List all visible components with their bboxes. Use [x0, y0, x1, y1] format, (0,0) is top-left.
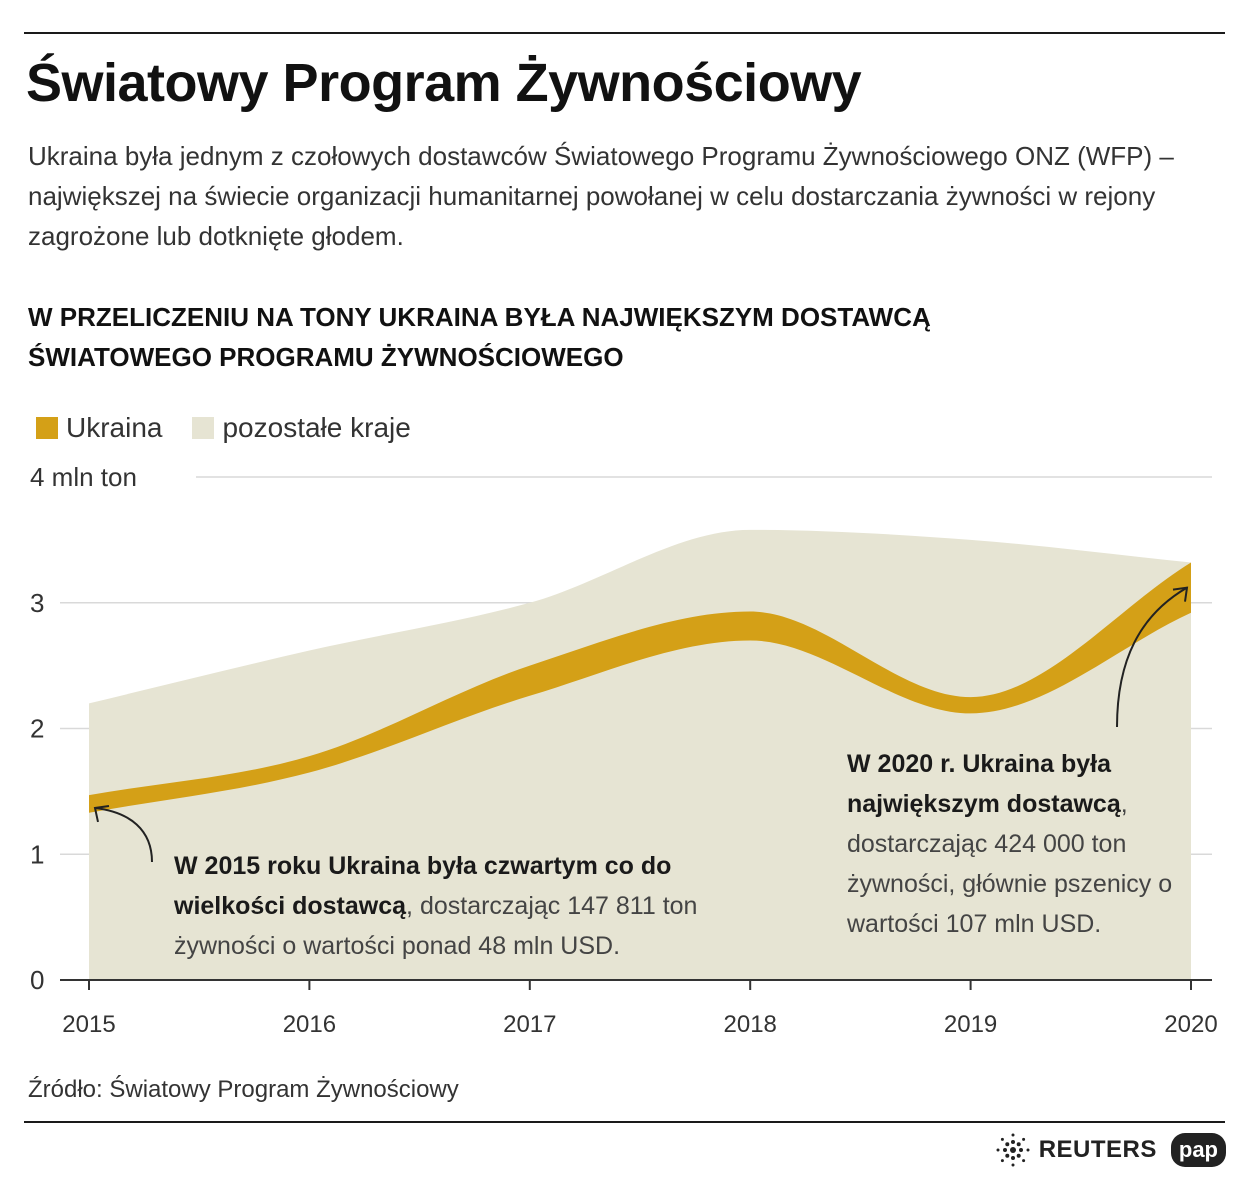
y-tick-label: 2 — [30, 714, 44, 744]
annotation-2020: W 2020 r. Ukraina była największym dosta… — [847, 744, 1187, 944]
y-tick-label: 4 mln ton — [30, 462, 137, 492]
x-tick-label: 2015 — [62, 1011, 115, 1038]
intro-text: Ukraina była jednym z czołowych dostawcó… — [28, 141, 1174, 251]
top-rule — [24, 32, 1225, 34]
reuters-logo: REUTERS — [995, 1132, 1157, 1168]
reuters-label: REUTERS — [1038, 1136, 1157, 1163]
legend-label-ukraine: Ukraina — [66, 412, 163, 443]
y-tick-label: 1 — [30, 839, 44, 869]
annotation-arrowhead-2020 — [1172, 586, 1189, 602]
source-note: Źródło: Światowy Program Żywnościowy — [28, 1076, 459, 1103]
area-chart: 0 1 2 3 4 mln ton 2015 2016 2017 2018 2019 2020 — [30, 462, 1218, 1038]
page-title: Światowy Program Żywnościowy — [26, 53, 862, 113]
annotation-2015-bold: W 2015 roku Ukraina była czwartym co do … — [174, 852, 672, 920]
legend-swatch-ukraine — [36, 417, 58, 439]
annotation-arrowhead-2015 — [93, 804, 110, 823]
axes: 2015 2016 2017 2018 2019 2020 — [60, 979, 1218, 1038]
x-tick-label: 2017 — [503, 1011, 556, 1038]
pap-logo: pap — [1170, 1133, 1226, 1167]
annotation-arrow-2020 — [1116, 586, 1188, 728]
annotation-2020-text: , dostarczając 424 000 ton żywności, głó… — [847, 790, 1173, 938]
annotation-2020-bold: W 2020 r. Ukraina była największym dosta… — [847, 750, 1121, 818]
annotation-2015-text: , dostarczając 147 811 ton żywności o wa… — [174, 892, 698, 960]
legend: Ukraina pozostałe kraje — [36, 408, 441, 448]
annotation-2015: W 2015 roku Ukraina była czwartym co do … — [174, 846, 774, 966]
reuters-dots-icon — [996, 1133, 1030, 1167]
y-tick-label: 0 — [30, 965, 44, 995]
y-tick-label: 3 — [30, 588, 44, 618]
bottom-rule — [24, 1121, 1225, 1123]
chart-subtitle: W PRZELICZENIU NA TONY UKRAINA BYŁA NAJW… — [28, 297, 1228, 377]
legend-swatch-others — [192, 417, 215, 439]
x-tick-label: 2019 — [944, 1011, 997, 1038]
chart-subtitle-line1: W PRZELICZENIU NA TONY UKRAINA BYŁA NAJW… — [28, 302, 931, 332]
chart-subtitle-line2: ŚWIATOWEGO PROGRAMU ŻYWNOŚCIOWEGO — [28, 342, 624, 372]
others-area — [89, 529, 1191, 980]
ukraine-band — [89, 562, 1191, 813]
logos: REUTERS pap — [995, 1132, 1226, 1168]
x-tick-label: 2018 — [724, 1011, 777, 1038]
annotation-arrow-2015 — [94, 806, 153, 863]
x-tick-label: 2016 — [283, 1011, 336, 1038]
legend-label-others: pozostałe kraje — [222, 412, 411, 443]
legend-item-others: pozostałe kraje — [192, 412, 411, 444]
x-tick-label: 2020 — [1164, 1011, 1217, 1038]
legend-item-ukraine: Ukraina — [36, 412, 162, 444]
